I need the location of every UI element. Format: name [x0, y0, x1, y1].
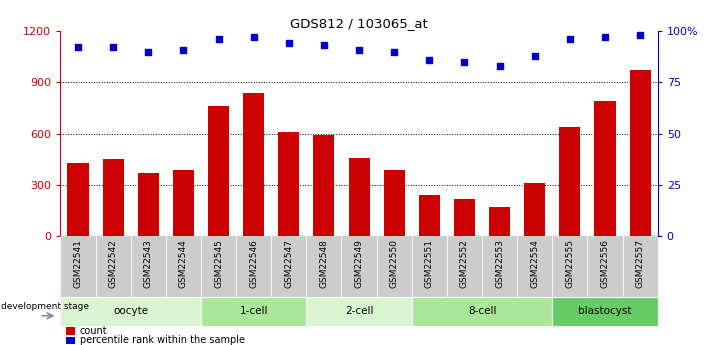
FancyBboxPatch shape	[623, 236, 658, 297]
Bar	[138, 173, 159, 236]
Point	[599, 34, 611, 40]
Text: development stage: development stage	[1, 303, 89, 312]
Text: GSM22547: GSM22547	[284, 239, 294, 288]
Text: 1-cell: 1-cell	[240, 306, 268, 316]
Point	[143, 49, 154, 55]
Bar	[384, 170, 405, 236]
Text: GSM22556: GSM22556	[601, 239, 609, 288]
Text: GSM22554: GSM22554	[530, 239, 539, 288]
FancyBboxPatch shape	[60, 236, 95, 297]
Point	[73, 45, 84, 50]
Bar	[314, 135, 334, 236]
Bar	[419, 195, 440, 236]
Bar	[552, 297, 658, 326]
Bar	[594, 101, 616, 236]
FancyBboxPatch shape	[236, 236, 271, 297]
Text: GSM22553: GSM22553	[495, 239, 504, 288]
Text: GSM22555: GSM22555	[565, 239, 574, 288]
Text: GSM22552: GSM22552	[460, 239, 469, 288]
Text: GSM22549: GSM22549	[355, 239, 363, 288]
Point	[353, 47, 365, 52]
Point	[494, 63, 506, 69]
Text: GSM22545: GSM22545	[214, 239, 223, 288]
Text: GSM22551: GSM22551	[424, 239, 434, 288]
FancyBboxPatch shape	[587, 236, 623, 297]
FancyBboxPatch shape	[482, 236, 517, 297]
Bar	[489, 207, 510, 236]
Point	[107, 45, 119, 50]
Bar	[306, 297, 412, 326]
Text: GSM22544: GSM22544	[179, 239, 188, 288]
Bar	[68, 163, 89, 236]
Point	[529, 53, 540, 58]
Bar	[560, 127, 580, 236]
Text: GSM22542: GSM22542	[109, 239, 117, 288]
Text: GSM22546: GSM22546	[249, 239, 258, 288]
Text: oocyte: oocyte	[113, 306, 149, 316]
Point	[248, 34, 260, 40]
FancyBboxPatch shape	[166, 236, 201, 297]
FancyBboxPatch shape	[517, 236, 552, 297]
Bar	[629, 70, 651, 236]
FancyBboxPatch shape	[447, 236, 482, 297]
Bar	[173, 170, 194, 236]
Text: count: count	[80, 326, 107, 336]
Bar	[243, 92, 264, 236]
Text: GSM22550: GSM22550	[390, 239, 399, 288]
Bar	[66, 337, 75, 344]
Title: GDS812 / 103065_at: GDS812 / 103065_at	[290, 17, 428, 30]
Bar	[201, 297, 306, 326]
Point	[283, 41, 294, 46]
FancyBboxPatch shape	[131, 236, 166, 297]
Text: GSM22548: GSM22548	[319, 239, 328, 288]
Text: 2-cell: 2-cell	[345, 306, 373, 316]
Text: GSM22557: GSM22557	[636, 239, 645, 288]
FancyBboxPatch shape	[412, 236, 447, 297]
Point	[178, 47, 189, 52]
Point	[213, 37, 224, 42]
Point	[424, 57, 435, 62]
FancyBboxPatch shape	[271, 236, 306, 297]
Point	[459, 59, 470, 65]
Point	[388, 49, 400, 55]
FancyBboxPatch shape	[377, 236, 412, 297]
Text: GSM22543: GSM22543	[144, 239, 153, 288]
Point	[634, 32, 646, 38]
Text: blastocyst: blastocyst	[578, 306, 632, 316]
Bar	[60, 297, 201, 326]
Text: percentile rank within the sample: percentile rank within the sample	[80, 335, 245, 345]
Bar	[454, 199, 475, 236]
Point	[564, 37, 575, 42]
FancyBboxPatch shape	[341, 236, 377, 297]
FancyBboxPatch shape	[95, 236, 131, 297]
Bar	[102, 159, 124, 236]
Bar	[66, 327, 75, 335]
Point	[319, 43, 330, 48]
Text: 8-cell: 8-cell	[468, 306, 496, 316]
Bar	[348, 158, 370, 236]
Bar	[524, 183, 545, 236]
Text: GSM22541: GSM22541	[73, 239, 82, 288]
FancyBboxPatch shape	[552, 236, 587, 297]
FancyBboxPatch shape	[306, 236, 341, 297]
Bar	[208, 106, 229, 236]
Bar	[278, 132, 299, 236]
Bar	[412, 297, 552, 326]
FancyBboxPatch shape	[201, 236, 236, 297]
